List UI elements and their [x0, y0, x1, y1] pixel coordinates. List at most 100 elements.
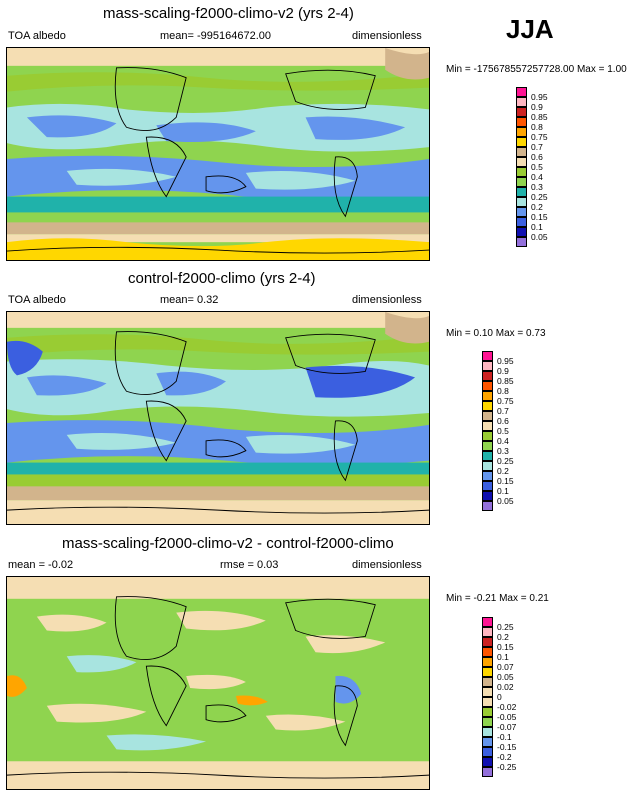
panel-1-legend-swatch	[516, 87, 527, 97]
panel-2-variable: TOA albedo	[8, 294, 66, 306]
panel-3-legend-swatch	[482, 637, 493, 647]
panel-3-legend-label: 0.07	[497, 662, 514, 672]
panel-1-legend-label: 0.6	[531, 152, 543, 162]
panel-1-legend-swatch	[516, 177, 527, 187]
panel-3-legend-swatch	[482, 647, 493, 657]
season-label: JJA	[506, 14, 554, 44]
panel-3-legend-label: -0.1	[497, 732, 512, 742]
panel-3-legend-swatch	[482, 657, 493, 667]
panel-2-legend-label: 0.4	[497, 436, 509, 446]
panel-1-legend-swatch	[516, 157, 527, 167]
panel-3-map-svg	[7, 577, 429, 789]
panel-3-legend-swatch	[482, 617, 493, 627]
panel-2-legend-swatch	[482, 401, 493, 411]
panel-1-legend-label: 0.7	[531, 142, 543, 152]
panel-1-legend-swatch	[516, 217, 527, 227]
panel-3-units: dimensionless	[352, 559, 422, 571]
panel-1-legend-swatch	[516, 147, 527, 157]
panel-1-legend-label: 0.3	[531, 182, 543, 192]
panel-1-legend-swatch	[516, 207, 527, 217]
panel-3-legend-swatch	[482, 727, 493, 737]
panel-2-legend-swatch	[482, 361, 493, 371]
panel-1-legend: 0.95 0.9 0.85 0.8 0.75 0.7 0.6 0.5 0.4 0…	[516, 87, 576, 263]
panel-2-map-svg	[7, 312, 429, 524]
panel-3-legend-label: 0.25	[497, 622, 514, 632]
panel-2-legend-swatch	[482, 451, 493, 461]
panel-3-legend-swatch	[482, 707, 493, 717]
panel-2-legend-label: 0.95	[497, 356, 514, 366]
panel-2-legend-label: 0.3	[497, 446, 509, 456]
panel-1-legend-swatch	[516, 227, 527, 237]
panel-1-legend-label: 0.25	[531, 192, 548, 202]
panel-1-legend-swatch	[516, 237, 527, 247]
panel-2-legend-label: 0.8	[497, 386, 509, 396]
panel-1-legend-label: 0.2	[531, 202, 543, 212]
panel-1-legend-swatch	[516, 167, 527, 177]
panel-3-legend: 0.25 0.2 0.15 0.1 0.07 0.05 0.02 0 -0.02…	[482, 617, 542, 793]
panel-3-legend-swatch	[482, 687, 493, 697]
panel-1-legend-swatch	[516, 117, 527, 127]
panel-2-legend-swatch	[482, 471, 493, 481]
panel-2-legend-label: 0.15	[497, 476, 514, 486]
panel-3-legend-swatch	[482, 737, 493, 747]
panel-2-legend-label: 0.1	[497, 486, 509, 496]
panel-2-legend-label: 0.5	[497, 426, 509, 436]
panel-3-legend-label: -0.02	[497, 702, 517, 712]
panel-2-legend-swatch	[482, 351, 493, 361]
panel-2-legend-swatch	[482, 501, 493, 511]
panel-2-legend-swatch	[482, 421, 493, 431]
panel-1-minmax: Min = -175678557257728.00 Max = 1.00	[446, 64, 627, 75]
panel-1-legend-label: 0.4	[531, 172, 543, 182]
panel-2-legend-swatch	[482, 381, 493, 391]
panel-3-legend-swatch	[482, 767, 493, 777]
panel-2-legend-label: 0.7	[497, 406, 509, 416]
panel-1-legend-label: 0.75	[531, 132, 548, 142]
panel-3-legend-label: 0	[497, 692, 502, 702]
panel-2-legend-swatch	[482, 411, 493, 421]
panel-1-legend-swatch	[516, 197, 527, 207]
panel-2-legend-swatch	[482, 431, 493, 441]
panel-3-legend-label: 0.02	[497, 682, 514, 692]
panel-1-legend-swatch	[516, 187, 527, 197]
panel-2-legend: 0.95 0.9 0.85 0.8 0.75 0.7 0.6 0.5 0.4 0…	[482, 351, 542, 527]
panel-3-legend-label: -0.07	[497, 722, 517, 732]
panel-2-minmax: Min = 0.10 Max = 0.73	[446, 328, 546, 339]
panel-2-legend-swatch	[482, 491, 493, 501]
panel-1-legend-label: 0.5	[531, 162, 543, 172]
panel-1-map	[6, 47, 430, 261]
panel-2-legend-label: 0.25	[497, 456, 514, 466]
panel-1-title: mass-scaling-f2000-climo-v2 (yrs 2-4)	[103, 5, 354, 22]
panel-1-map-svg	[7, 48, 429, 260]
panel-3-legend-label: -0.15	[497, 742, 517, 752]
panel-2-legend-label: 0.2	[497, 466, 509, 476]
panel-3-legend-label: -0.2	[497, 752, 512, 762]
panel-3-map	[6, 576, 430, 790]
panel-2-legend-label: 0.05	[497, 496, 514, 506]
panel-1-legend-label: 0.85	[531, 112, 548, 122]
panel-3-legend-label: -0.25	[497, 762, 517, 772]
panel-2-legend-label: 0.9	[497, 366, 509, 376]
panel-1-legend-swatch	[516, 127, 527, 137]
panel-1-legend-label: 0.05	[531, 232, 548, 242]
panel-1-variable: TOA albedo	[8, 30, 66, 42]
panel-2-legend-swatch	[482, 371, 493, 381]
panel-3-legend-label: 0.2	[497, 632, 509, 642]
panel-3-rmse: rmse = 0.03	[220, 559, 279, 571]
panel-2-legend-label: 0.85	[497, 376, 514, 386]
panel-1-legend-label: 0.95	[531, 92, 548, 102]
panel-3-legend-swatch	[482, 747, 493, 757]
panel-3-legend-swatch	[482, 697, 493, 707]
panel-2-legend-swatch	[482, 391, 493, 401]
panel-2-legend-swatch	[482, 481, 493, 491]
panel-2-units: dimensionless	[352, 294, 422, 306]
panel-1-legend-swatch	[516, 107, 527, 117]
panel-1-legend-label: 0.8	[531, 122, 543, 132]
panel-1-legend-label: 0.15	[531, 212, 548, 222]
panel-1-mean: mean= -995164672.00	[160, 30, 272, 42]
panel-3-legend-label: 0.05	[497, 672, 514, 682]
panel-1-legend-label: 0.1	[531, 222, 543, 232]
panel-3-legend-swatch	[482, 627, 493, 637]
panel-3-minmax: Min = -0.21 Max = 0.21	[446, 593, 549, 604]
panel-2-legend-swatch	[482, 441, 493, 451]
panel-1-units: dimensionless	[352, 30, 422, 42]
